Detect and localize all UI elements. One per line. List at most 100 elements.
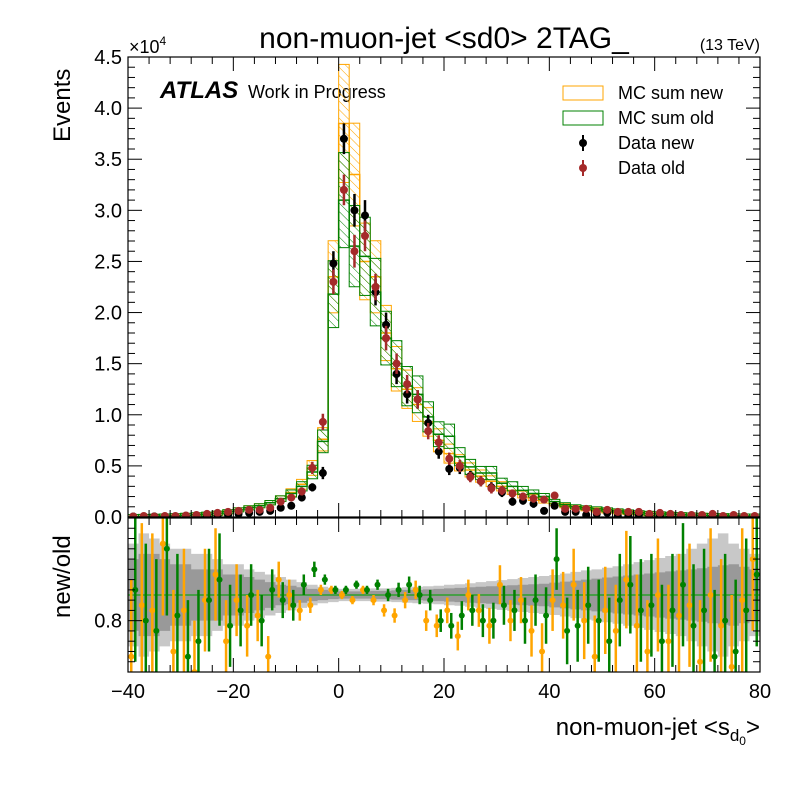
- orange-ratio-point-13: [265, 653, 272, 660]
- green-ratio-point-44: [595, 617, 602, 624]
- green-ratio-point-51: [669, 607, 676, 614]
- data-old-point-37: [519, 492, 527, 501]
- xtick-label-5: 60: [644, 681, 666, 703]
- data-old-point-53: [687, 510, 696, 517]
- data-old-point-39: [540, 495, 549, 504]
- data-new-point-16: [297, 493, 306, 502]
- green-ratio-point-29: [437, 617, 444, 624]
- green-ratio-point-6: [195, 638, 202, 645]
- green-ratio-point-48: [637, 607, 644, 614]
- green-ratio-point-59: [753, 571, 760, 578]
- data-old-point-8: [213, 508, 222, 517]
- green-ratio-point-50: [658, 638, 665, 645]
- green-ratio-point-24: [385, 592, 392, 598]
- green-ratio-point-7: [206, 597, 212, 604]
- data-old-point-48: [634, 507, 643, 516]
- y-multiplier: ×104: [129, 34, 167, 57]
- data-old-point-9: [224, 507, 233, 516]
- orange-ratio-point-45: [602, 607, 609, 614]
- xtick-label-4: 40: [538, 681, 560, 703]
- green-ratio-point-38: [532, 597, 539, 604]
- data-old-point-43: [582, 504, 591, 513]
- orange-ratio-point-29: [433, 622, 440, 629]
- data-old-point-35: [497, 486, 506, 495]
- green-ratio-point-40: [553, 556, 560, 563]
- green-ratio-point-31: [458, 612, 465, 619]
- green-ratio-point-22: [364, 586, 370, 593]
- energy-label: (13 TeV): [700, 37, 760, 54]
- orange-ratio-point-54: [697, 658, 704, 665]
- data-old-point-7: [203, 509, 211, 517]
- orange-ratio-point-26: [402, 597, 409, 604]
- data-old-point-19: [329, 277, 338, 286]
- x-axis-label-subsub: 0: [739, 734, 746, 748]
- data-old-point-0: [129, 512, 138, 517]
- orange-ratio-point-15: [286, 592, 293, 598]
- data-old-point-59: [750, 511, 759, 517]
- data-old-point-14: [276, 497, 285, 506]
- legend-swatch-mc-new: [562, 85, 604, 101]
- orange-ratio-point-8: [212, 571, 219, 578]
- data-new-point-29: [434, 447, 443, 456]
- orange-ratio-point-50: [654, 592, 661, 598]
- green-ratio-point-52: [680, 581, 686, 588]
- orange-ratio-point-24: [381, 607, 388, 614]
- green-ratio-point-0: [132, 586, 139, 593]
- xtick-label-2: 0: [333, 681, 344, 703]
- green-ratio-point-30: [448, 622, 455, 629]
- data-old-point-26: [403, 380, 412, 389]
- orange-ratio-point-44: [591, 653, 598, 660]
- data-old-point-47: [624, 507, 633, 516]
- data-old-point-57: [729, 510, 738, 517]
- mc-old-step: [128, 199, 760, 517]
- data-new-point-36: [508, 497, 517, 506]
- data-old-point-24: [382, 334, 391, 343]
- green-ratio-point-8: [216, 576, 223, 583]
- green-ratio-point-39: [543, 612, 550, 619]
- green-ratio-point-5: [184, 653, 191, 660]
- x-axis-label-main: non-muon-jet <s: [556, 714, 730, 741]
- main-ytick-label-3: 1.5: [94, 354, 122, 376]
- green-ratio-point-11: [248, 592, 255, 598]
- orange-ratio-point-17: [307, 602, 314, 609]
- x-axis-label-end: >: [746, 714, 760, 741]
- data-old-point-6: [192, 510, 201, 517]
- data-old-point-58: [740, 511, 749, 517]
- data-old-point-13: [266, 503, 275, 512]
- green-ratio-point-27: [416, 592, 423, 598]
- data-old-point-51: [666, 509, 675, 517]
- orange-ratio-point-52: [676, 612, 682, 619]
- data-old-point-38: [529, 494, 538, 503]
- orange-ratio-point-11: [244, 622, 251, 629]
- green-ratio-point-26: [406, 581, 413, 588]
- data-old-point-5: [181, 511, 190, 517]
- data-old-point-50: [655, 508, 664, 517]
- legend-label-data-new: Data new: [618, 133, 695, 153]
- data-old-point-11: [245, 505, 254, 514]
- main-ytick-label-4: 2.0: [94, 303, 122, 325]
- green-ratio-point-14: [279, 597, 286, 604]
- y-multiplier-base: ×10: [129, 37, 160, 57]
- orange-ratio-point-48: [633, 622, 640, 629]
- data-new-point-43: [582, 510, 591, 517]
- data-old-point-56: [719, 511, 728, 517]
- ratio-ytick-label-0: 0.8: [94, 611, 122, 633]
- green-ratio-point-2: [153, 627, 160, 634]
- chart-title: non-muon-jet <sd0> 2TAG_: [259, 22, 630, 55]
- green-ratio-point-57: [732, 648, 739, 655]
- data-new-point-30: [445, 464, 454, 473]
- orange-ratio-point-5: [180, 607, 187, 614]
- orange-ratio-point-35: [496, 581, 503, 588]
- data-new-point-21: [350, 206, 359, 215]
- xtick-label-6: 80: [749, 681, 771, 703]
- ratio-series-green: [132, 518, 760, 672]
- data-new-point-40: [550, 501, 559, 510]
- green-ratio-point-36: [511, 607, 518, 614]
- data-old-point-32: [466, 473, 475, 482]
- xtick-label-0: −40: [111, 681, 145, 703]
- y-axis-label-ratio: new/old: [49, 535, 76, 618]
- orange-ratio-point-12: [254, 612, 261, 619]
- orange-ratio-point-57: [728, 663, 735, 670]
- x-axis-label-sub: d: [730, 726, 739, 745]
